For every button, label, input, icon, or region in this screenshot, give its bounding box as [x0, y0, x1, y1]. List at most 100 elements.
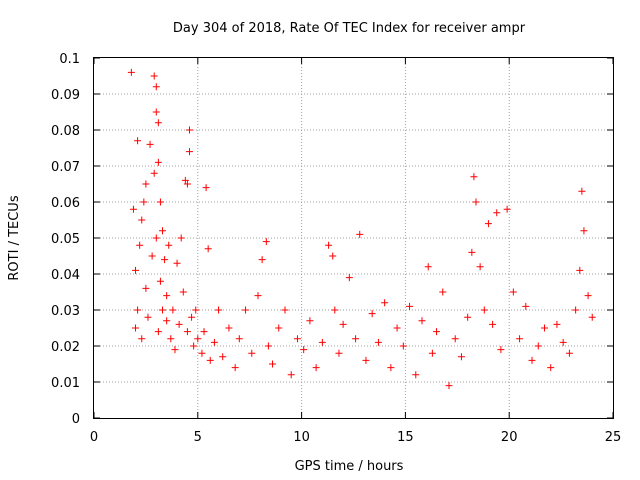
data-point — [418, 317, 426, 325]
data-point — [144, 313, 152, 321]
data-point — [428, 349, 436, 357]
data-point — [293, 335, 301, 343]
data-point — [177, 234, 185, 242]
data-point — [181, 176, 189, 184]
data-point — [136, 241, 144, 249]
data-point — [576, 266, 584, 274]
data-point — [424, 263, 432, 271]
x-tick-label: 0 — [90, 430, 98, 445]
data-point — [331, 306, 339, 314]
data-point — [254, 292, 262, 300]
data-point — [148, 252, 156, 260]
data-point — [210, 338, 218, 346]
data-point — [231, 364, 239, 372]
data-point — [493, 209, 501, 217]
data-point — [132, 266, 140, 274]
data-point — [339, 320, 347, 328]
data-point — [572, 306, 580, 314]
data-point — [242, 306, 250, 314]
data-point — [154, 328, 162, 336]
data-point — [219, 353, 227, 361]
data-point — [185, 148, 193, 156]
data-point — [287, 371, 295, 379]
data-point — [188, 313, 196, 321]
data-point — [225, 324, 233, 332]
data-point — [580, 227, 588, 235]
data-point — [127, 68, 135, 76]
data-point — [152, 108, 160, 116]
data-point — [138, 216, 146, 224]
data-point — [152, 83, 160, 91]
data-point — [156, 198, 164, 206]
data-point — [215, 306, 223, 314]
data-point — [451, 335, 459, 343]
x-tick-label: 10 — [293, 430, 310, 445]
data-point — [159, 227, 167, 235]
data-point — [194, 335, 202, 343]
data-point — [306, 317, 314, 325]
data-point — [206, 356, 214, 364]
data-point — [200, 328, 208, 336]
data-point — [204, 245, 212, 253]
data-point — [445, 382, 453, 390]
data-point — [318, 338, 326, 346]
x-tick-label: 20 — [501, 430, 518, 445]
data-point — [534, 342, 542, 350]
data-point — [175, 320, 183, 328]
data-point — [553, 320, 561, 328]
data-point — [300, 346, 308, 354]
data-point — [262, 238, 270, 246]
data-point — [235, 335, 243, 343]
data-point — [169, 306, 177, 314]
data-point — [132, 324, 140, 332]
data-point — [163, 292, 171, 300]
data-point — [433, 328, 441, 336]
data-point — [202, 184, 210, 192]
data-point — [540, 324, 548, 332]
data-point — [134, 306, 142, 314]
data-point — [185, 126, 193, 134]
data-point — [190, 342, 198, 350]
data-point — [588, 313, 596, 321]
data-point — [150, 72, 158, 80]
data-point — [161, 256, 169, 264]
data-point — [497, 346, 505, 354]
data-point — [192, 306, 200, 314]
data-point — [362, 356, 370, 364]
data-point — [335, 349, 343, 357]
data-point — [578, 187, 586, 195]
y-tick-label: 0.06 — [51, 196, 80, 211]
x-tick-label: 25 — [605, 430, 622, 445]
data-point — [179, 288, 187, 296]
data-point — [154, 158, 162, 166]
data-point — [269, 360, 277, 368]
data-point — [516, 335, 524, 343]
data-point — [183, 180, 191, 188]
data-point — [547, 364, 555, 372]
data-point — [156, 277, 164, 285]
data-point — [559, 338, 567, 346]
data-point — [167, 335, 175, 343]
data-point — [171, 346, 179, 354]
data-point — [480, 306, 488, 314]
y-tick-label: 0.05 — [51, 232, 80, 247]
data-point — [142, 284, 150, 292]
data-point — [470, 173, 478, 181]
y-tick-label: 0.02 — [51, 340, 80, 355]
plot-frame — [93, 57, 614, 419]
data-point — [134, 137, 142, 145]
data-point — [439, 288, 447, 296]
ticks: 0 0.01 0.02 0.03 0.04 0.05 0.06 0.07 0.08 0.09 0.1… — [51, 52, 621, 445]
data-point — [258, 256, 266, 264]
data-point — [264, 342, 272, 350]
data-point — [352, 335, 360, 343]
y-tick-label: 0.01 — [51, 376, 80, 391]
data-point — [509, 288, 517, 296]
data-point — [129, 205, 137, 213]
data-points — [127, 68, 596, 390]
data-point — [468, 248, 476, 256]
y-tick-label: 0.1 — [59, 52, 80, 67]
data-point — [154, 119, 162, 127]
y-tick-label: 0.08 — [51, 124, 80, 139]
